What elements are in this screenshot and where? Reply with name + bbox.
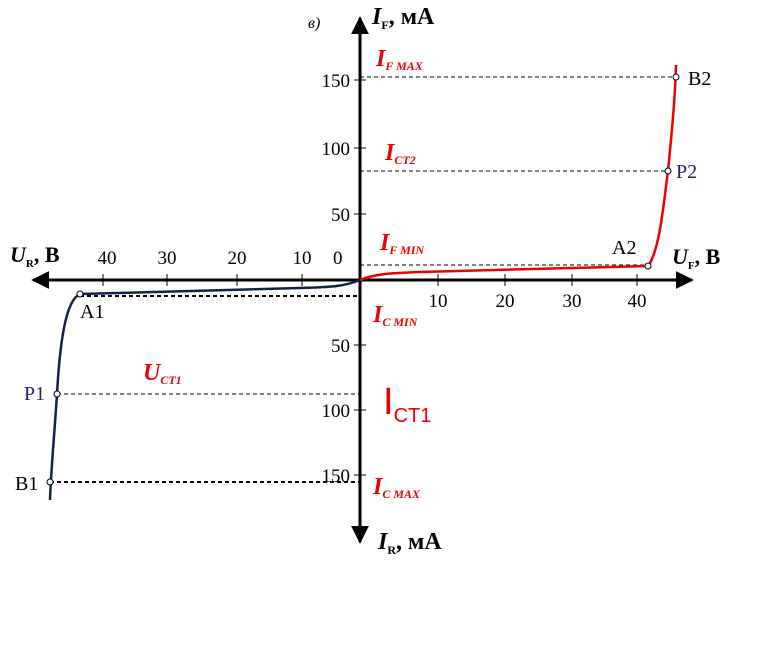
origin-label: 0	[333, 248, 343, 269]
svg-text:IC MIN: IC MIN	[372, 302, 419, 329]
label: P2	[676, 161, 697, 183]
axis-title: UF, В	[672, 244, 721, 272]
label: 100	[322, 401, 351, 422]
label: B2	[688, 68, 711, 90]
label: CT2	[394, 153, 415, 167]
label: I	[375, 46, 387, 72]
label: 20	[496, 291, 515, 312]
label: 40	[628, 291, 647, 312]
svg-text:IF MIN: IF MIN	[379, 230, 425, 257]
label: 100	[322, 139, 351, 160]
figure-label: в)	[308, 15, 320, 32]
svg-text:IF MAX: IF MAX	[375, 46, 424, 73]
label: B1	[15, 473, 38, 495]
label: 40	[98, 248, 117, 269]
label: I	[377, 529, 389, 555]
label: 10	[429, 291, 448, 312]
level-labels: IF MAX ICT2 IF MIN IC MIN UCT1 ICT1 IC M…	[143, 46, 431, 501]
level-lines	[50, 76, 676, 483]
label: 50	[331, 336, 350, 357]
label: F MIN	[388, 243, 425, 257]
label: 150	[322, 71, 351, 92]
svg-text:ICT2: ICT2	[384, 140, 416, 167]
label: , мА	[389, 4, 435, 30]
up-ticks: 50 100 150 50 100 150	[322, 71, 351, 487]
axis-title: IF, мА	[371, 4, 435, 32]
label: 50	[331, 205, 350, 226]
svg-text:UCT1: UCT1	[143, 360, 182, 387]
label: A2	[612, 237, 636, 259]
svg-text:IC MAX: IC MAX	[372, 474, 421, 501]
label: F	[381, 18, 388, 32]
label: I	[372, 302, 384, 328]
label: CT1	[394, 405, 432, 427]
svg-text:ICT1: ICT1	[383, 381, 431, 427]
label: , мА	[396, 529, 442, 555]
h-ticks: 10 20 30 40 10 20 30 40	[98, 248, 647, 312]
point-markers	[46, 73, 680, 486]
label: I	[372, 474, 384, 500]
label: 20	[228, 248, 247, 269]
label: U	[143, 360, 162, 386]
label: 30	[158, 248, 177, 269]
label: I	[384, 140, 396, 166]
label: R	[26, 258, 35, 270]
label: C MAX	[382, 487, 421, 501]
label: F	[688, 260, 695, 272]
label: U	[10, 242, 27, 267]
axis-title: IR, мА	[377, 529, 442, 557]
label: A1	[80, 301, 104, 323]
label: P1	[24, 383, 45, 405]
label: CT1	[160, 373, 181, 387]
label: 30	[563, 291, 582, 312]
label: I	[379, 230, 391, 256]
label: 10	[293, 248, 312, 269]
label: I	[383, 381, 394, 423]
point-labels: A1 P1 B1 A2 P2 B2	[15, 68, 711, 495]
label: R	[387, 543, 396, 557]
label: , В	[34, 242, 60, 267]
ticks	[102, 79, 638, 476]
label: F MAX	[384, 59, 423, 73]
label: U	[672, 244, 689, 269]
axis-title: UR, В	[10, 242, 60, 270]
reverse-curve	[48, 278, 361, 501]
label: I	[371, 4, 383, 30]
forward-curve	[359, 64, 678, 282]
label: 150	[322, 466, 351, 487]
label: C MIN	[382, 315, 418, 329]
label: , В	[695, 244, 721, 269]
